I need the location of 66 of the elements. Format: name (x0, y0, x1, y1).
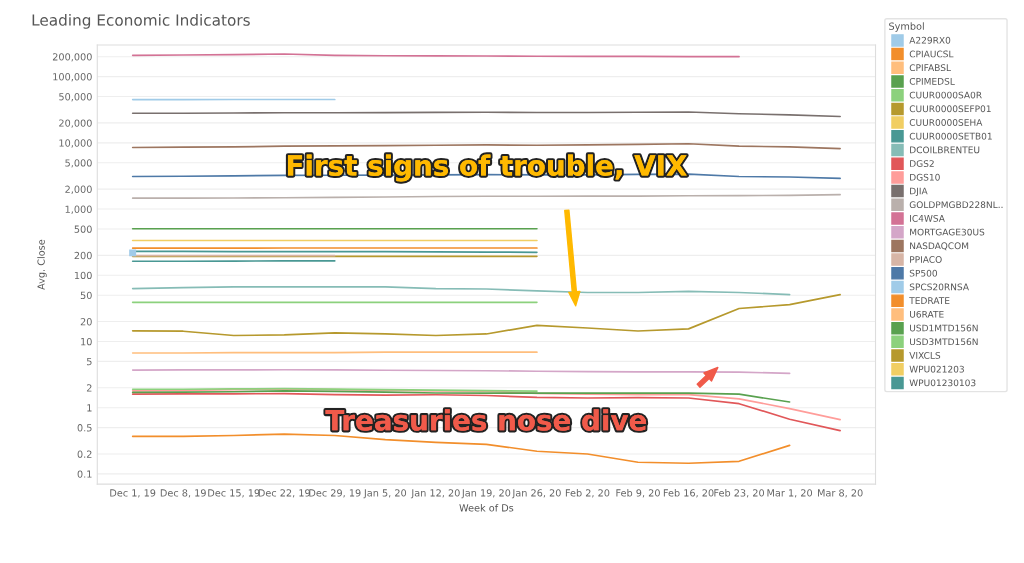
x-tick-label: Jan 5, 20 (363, 489, 407, 499)
y-tick-label: 100,000 (53, 73, 92, 82)
y-tick-label: 20,000 (59, 119, 92, 128)
legend-label: SPCS20RNSA (909, 283, 969, 291)
legend-label: A229RX0 (909, 36, 951, 44)
y-tick-label: 5 (86, 358, 92, 366)
y-tick-label: 0.5 (77, 424, 92, 432)
legend-label: CPIMEDSL (909, 77, 955, 85)
chart-title: Leading Economic Indicators (32, 13, 250, 29)
legend-label: U6RATE (910, 310, 944, 318)
legend-label: CUUR0000SA0R (909, 91, 982, 99)
y-tick-label: 10 (81, 337, 92, 346)
legend-label: DCOILBRENTEU (910, 146, 980, 154)
annotation: Treasuries nose dive (325, 409, 647, 431)
x-tick-label: Mar 1, 20 (767, 489, 813, 498)
y-tick-label: 2 (86, 384, 92, 392)
y-tick-label: 50 (80, 291, 92, 300)
x-tick-label: Jan 12, 20 (410, 489, 460, 499)
legend-label: GOLDPMGBD228NL.. (909, 201, 1003, 209)
x-tick-label: Dec 8, 19 (160, 489, 206, 498)
legend-title: Symbol (889, 22, 924, 32)
x-axis-title: Week of Ds (459, 504, 514, 512)
y-tick-label: 10,000 (59, 139, 92, 148)
y-tick-label: 500 (74, 225, 92, 233)
x-tick-label: Feb 16, 20 (663, 489, 714, 498)
y-tick-label: 20 (80, 318, 92, 326)
x-tick-label: Feb 2, 20 (565, 489, 610, 498)
y-tick-label: 5,000 (65, 159, 92, 168)
x-tick-label: Dec 22, 19 (258, 489, 310, 498)
legend-label: MORTGAGE30US (910, 228, 985, 236)
y-tick-label: 200,000 (52, 53, 92, 62)
legend-label: CUUR0000SEFP01 (909, 105, 991, 113)
legend-label: WPU021203 (909, 365, 964, 373)
y-tick-label: 100 (74, 271, 92, 280)
legend-label: CPIFABSL (909, 64, 951, 72)
legend-label: DJIA (910, 187, 928, 197)
x-tick-label: Dec 15, 19 (208, 489, 260, 498)
legend-label: CPIAUCSL (909, 50, 954, 58)
x-tick-label: Feb 23, 20 (714, 489, 765, 498)
x-tick-label: Mar 8, 20 (818, 489, 863, 498)
y-tick-label: 50,000 (59, 93, 92, 102)
legend-label: VIXCLS (909, 351, 941, 359)
y-tick-label: 2,000 (65, 185, 92, 194)
x-tick-label: Dec 1, 19 (110, 489, 156, 498)
x-tick-label: Jan 19, 20 (461, 489, 511, 499)
x-tick-label: Dec 29, 19 (309, 489, 361, 498)
y-tick-label: 200 (74, 251, 92, 260)
y-tick-label: 0.1 (77, 470, 92, 478)
legend-label: TEDRATE (909, 297, 950, 304)
legend-label: CUUR0000SETB01 (909, 132, 992, 140)
legend-label: USD1MTD156N (910, 324, 978, 332)
y-axis-title: Avg. Close (37, 239, 47, 290)
legend-label: SP500 (909, 269, 938, 277)
legend-label: CUUR0000SEHA (909, 119, 983, 126)
x-tick-label: Jan 26, 20 (511, 489, 561, 499)
legend-label: PPIACO (910, 256, 942, 263)
legend-label: WPU01230103 (909, 379, 976, 387)
y-tick-label: 0.2 (77, 450, 92, 458)
legend-label: NASDAQCOM (910, 242, 969, 251)
y-tick-label: 1 (87, 404, 92, 412)
legend-label: IC4WSA (910, 214, 945, 222)
legend-label: DGS2 (910, 160, 934, 167)
y-tick-label: 1,000 (65, 205, 92, 214)
legend-label: DGS10 (910, 173, 940, 181)
x-tick-label: Feb 9, 20 (616, 489, 660, 498)
legend-label: USD3MTD156N (910, 338, 978, 346)
